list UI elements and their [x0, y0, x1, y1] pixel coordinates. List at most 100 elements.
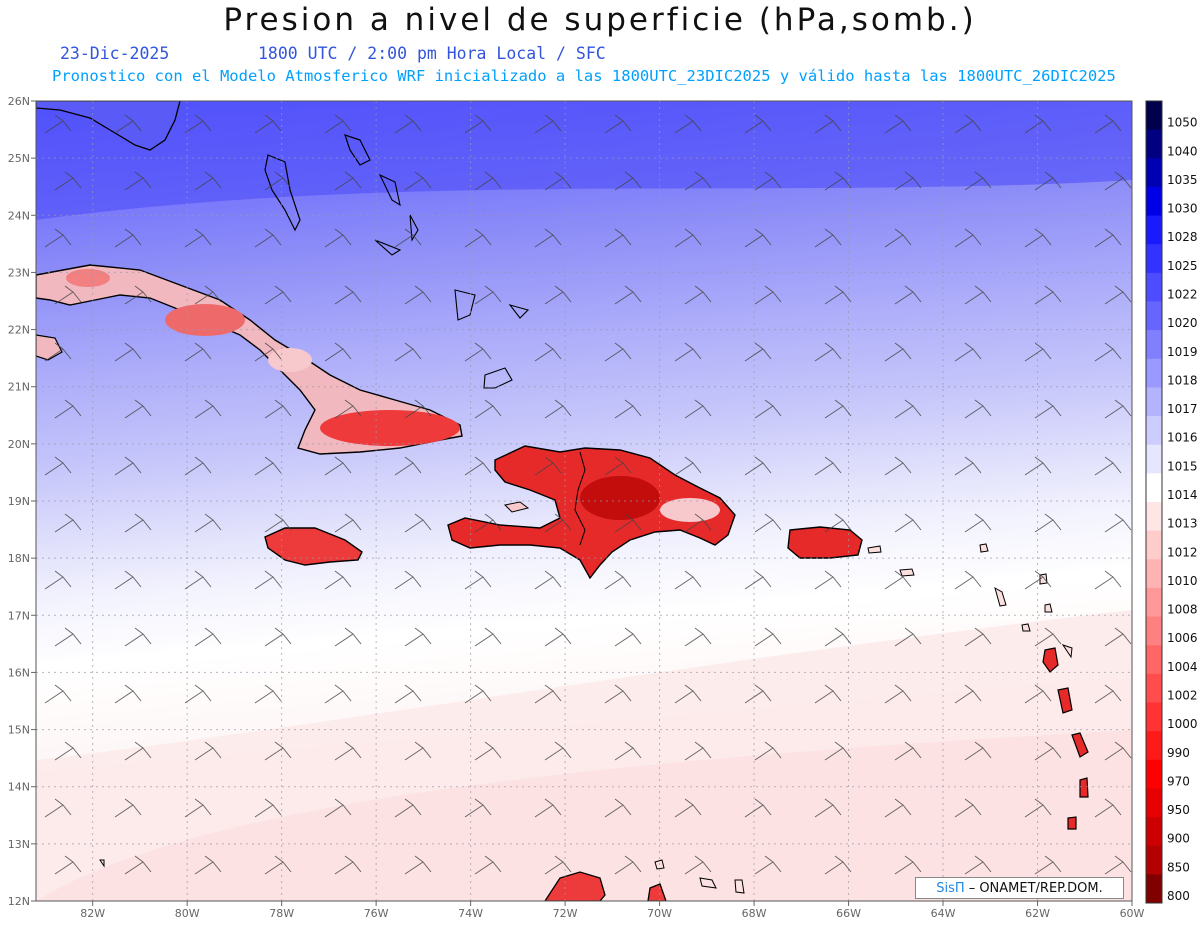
small-islands — [867, 543, 1073, 659]
wind-barb — [534, 342, 562, 362]
wind-barb — [44, 798, 72, 818]
colorbar-swatch — [1146, 759, 1162, 789]
wind-barb — [464, 798, 492, 818]
wind-barb — [264, 285, 292, 305]
gonave-island — [503, 501, 530, 513]
colorbar-swatch — [1146, 158, 1162, 188]
wind-barb — [54, 513, 82, 533]
wind-barb — [194, 171, 222, 191]
wind-barb — [954, 228, 982, 248]
colorbar-label: 1020 — [1167, 316, 1198, 330]
dominica-land — [1057, 687, 1073, 714]
wind-barb — [744, 114, 772, 134]
lon-label: 60W — [1120, 907, 1145, 920]
colorbar-swatch — [1146, 530, 1162, 560]
wind-barb — [674, 342, 702, 362]
wind-barb — [54, 855, 82, 875]
wind-barb — [464, 456, 492, 476]
wind-barb — [404, 171, 432, 191]
wind-barb — [124, 513, 152, 533]
wind-barb — [754, 285, 782, 305]
wind-barb — [814, 228, 842, 248]
colorbar-label: 1030 — [1167, 202, 1198, 216]
paraguana-peninsula — [647, 883, 667, 901]
colorbar-label: 1035 — [1167, 173, 1198, 187]
wind-barb — [324, 456, 352, 476]
wind-barb — [614, 171, 642, 191]
wind-barb — [1024, 570, 1052, 590]
wind-barb — [264, 513, 292, 533]
lon-label: 78W — [269, 907, 294, 920]
wind-barb — [334, 399, 362, 419]
wind-barb — [824, 741, 852, 761]
cordillera-central-low — [580, 476, 660, 520]
wind-barb — [884, 798, 912, 818]
wind-barb — [124, 171, 152, 191]
wind-barb — [1094, 114, 1122, 134]
wind-barb — [1034, 513, 1062, 533]
colorbar-swatch — [1146, 702, 1162, 732]
jamaica-land — [264, 527, 363, 566]
lon-label: 70W — [647, 907, 672, 920]
wind-barb — [534, 114, 562, 134]
wind-barb — [324, 798, 352, 818]
colorbar-frame — [1145, 100, 1163, 904]
wind-barb — [254, 228, 282, 248]
wind-barb — [324, 342, 352, 362]
wind-barb — [394, 228, 422, 248]
wind-barb — [394, 798, 422, 818]
wind-barb — [394, 342, 422, 362]
colorbar-swatch — [1146, 416, 1162, 446]
wind-barb — [464, 342, 492, 362]
wind-barb — [674, 228, 702, 248]
wind-barb — [44, 342, 72, 362]
wind-barb — [474, 171, 502, 191]
wind-barb — [114, 684, 142, 704]
wind-barb — [54, 399, 82, 419]
wind-barb — [44, 114, 72, 134]
wind-barb — [114, 570, 142, 590]
wind-barb — [894, 627, 922, 647]
wind-barb — [1034, 741, 1062, 761]
wind-barb — [744, 342, 772, 362]
wind-barb — [254, 684, 282, 704]
florida-land — [36, 101, 181, 151]
wind-barb — [824, 513, 852, 533]
wind-barb — [1094, 456, 1122, 476]
lat-label: 21N — [8, 381, 30, 394]
wind-barb — [334, 855, 362, 875]
wind-barb — [114, 228, 142, 248]
wind-barb — [604, 114, 632, 134]
wind-barb — [744, 798, 772, 818]
cuba-low-west — [66, 269, 110, 287]
wind-barb — [684, 399, 712, 419]
wind-barb — [814, 684, 842, 704]
wind-barb — [544, 399, 572, 419]
wind-barb — [1034, 627, 1062, 647]
lon-label: 68W — [742, 907, 767, 920]
lat-label: 18N — [8, 552, 30, 565]
lon-label: 62W — [1025, 907, 1050, 920]
wind-barb — [334, 171, 362, 191]
wind-barb — [1034, 399, 1062, 419]
wind-barb — [184, 570, 212, 590]
wind-barb — [674, 570, 702, 590]
wind-barb — [44, 684, 72, 704]
wind-barb — [194, 855, 222, 875]
colorbar-label: 1050 — [1167, 116, 1198, 130]
wind-barb — [954, 798, 982, 818]
wind-barb — [954, 342, 982, 362]
forecast-date: 23-Dic-2025 — [60, 44, 170, 63]
lat-label: 19N — [8, 495, 30, 508]
wind-barb — [1094, 228, 1122, 248]
wind-barb — [324, 570, 352, 590]
wind-barb — [404, 513, 432, 533]
wind-barb — [964, 855, 992, 875]
wind-barb — [544, 285, 572, 305]
wind-barb — [1024, 684, 1052, 704]
colorbar-swatch — [1146, 616, 1162, 646]
wind-barb — [954, 570, 982, 590]
hispaniola-east-light — [660, 498, 720, 522]
lon-label: 72W — [553, 907, 578, 920]
bahamas-andros — [264, 154, 301, 232]
